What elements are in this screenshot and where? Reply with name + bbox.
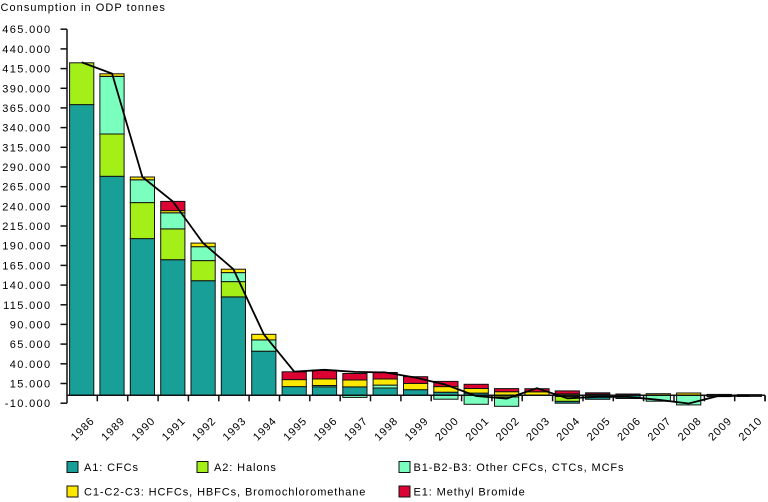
svg-text:365.000: 365.000: [2, 103, 51, 115]
svg-text:15.000: 15.000: [10, 379, 52, 391]
svg-text:390.000: 390.000: [2, 83, 51, 95]
svg-text:415.000: 415.000: [2, 64, 51, 76]
svg-text:315.000: 315.000: [2, 142, 51, 154]
svg-text:90.000: 90.000: [10, 319, 52, 331]
svg-text:65.000: 65.000: [10, 339, 52, 351]
svg-text:215.000: 215.000: [2, 221, 51, 233]
svg-text:B1-B2-B3: Other CFCs, CTCs, MC: B1-B2-B3: Other CFCs, CTCs, MCFs: [414, 462, 625, 474]
svg-text:340.000: 340.000: [2, 123, 51, 135]
svg-text:A1: CFCs: A1: CFCs: [84, 462, 139, 474]
svg-text:165.000: 165.000: [2, 260, 51, 272]
svg-text:-10.000: -10.000: [5, 398, 52, 410]
svg-text:40.000: 40.000: [10, 359, 52, 371]
svg-text:115.000: 115.000: [3, 300, 51, 312]
svg-text:265.000: 265.000: [2, 182, 51, 194]
svg-text:240.000: 240.000: [2, 201, 51, 213]
svg-text:Consumption in ODP tonnes: Consumption in ODP tonnes: [1, 2, 166, 14]
svg-text:A2: Halons: A2: Halons: [214, 462, 277, 474]
svg-text:465.000: 465.000: [2, 24, 51, 36]
svg-text:140.000: 140.000: [2, 280, 51, 292]
svg-text:190.000: 190.000: [2, 241, 51, 253]
svg-text:E1: Methyl Bromide: E1: Methyl Bromide: [414, 487, 526, 499]
svg-text:C1-C2-C3: HCFCs, HBFCs, Bromoc: C1-C2-C3: HCFCs, HBFCs, Bromochlorometha…: [84, 487, 366, 499]
svg-text:440.000: 440.000: [2, 44, 51, 56]
svg-text:290.000: 290.000: [2, 162, 51, 174]
